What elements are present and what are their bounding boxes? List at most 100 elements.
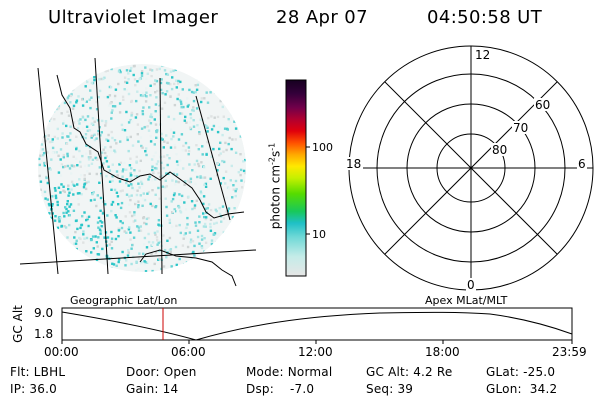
speckle: [163, 140, 166, 143]
speckle: [102, 200, 106, 203]
speckle: [66, 98, 69, 101]
speckle: [99, 134, 102, 137]
speckle: [142, 216, 146, 219]
speckle: [118, 102, 122, 105]
speckle: [85, 152, 88, 155]
speckle: [194, 182, 197, 185]
speckle: [39, 205, 42, 208]
speckle: [43, 190, 47, 194]
speckle: [73, 248, 76, 251]
speckle: [162, 155, 166, 158]
speckle: [232, 184, 235, 187]
speckle: [210, 242, 214, 246]
speckle: [221, 105, 224, 109]
speckle: [127, 184, 130, 187]
speckle: [149, 135, 152, 138]
speckle: [73, 236, 76, 239]
speckle: [74, 78, 78, 82]
status-seq: Seq: 39: [366, 382, 414, 396]
speckle: [204, 78, 207, 81]
speckle: [167, 172, 170, 175]
speckle: [74, 157, 78, 160]
speckle: [135, 160, 138, 163]
speckle: [143, 236, 147, 240]
speckle: [75, 64, 78, 67]
speckle: [145, 217, 149, 221]
speckle: [73, 242, 76, 245]
speckle: [217, 241, 220, 245]
speckle: [115, 216, 118, 219]
speckle: [137, 182, 140, 185]
speckle: [55, 76, 58, 79]
speckle: [195, 73, 198, 76]
speckle: [186, 105, 189, 108]
speckle: [61, 132, 64, 135]
speckle: [155, 236, 159, 239]
speckle: [203, 97, 206, 100]
speckle: [90, 122, 94, 125]
speckle: [185, 121, 188, 124]
speckle: [190, 90, 194, 94]
speckle: [110, 111, 113, 114]
speckle: [149, 202, 152, 206]
speckle: [48, 167, 51, 170]
speckle: [168, 236, 172, 240]
speckle: [192, 250, 195, 254]
speckle: [101, 151, 104, 154]
speckle: [239, 101, 242, 104]
speckle: [159, 155, 163, 159]
speckle: [139, 77, 142, 80]
speckle: [149, 122, 153, 125]
speckle: [163, 248, 167, 252]
speckle: [108, 243, 112, 246]
speckle: [192, 91, 195, 94]
speckle: [43, 100, 46, 103]
speckle: [43, 269, 47, 272]
speckle: [202, 74, 205, 77]
speckle: [137, 204, 140, 207]
speckle: [47, 267, 50, 270]
speckle: [69, 85, 73, 88]
speckle: [69, 101, 72, 104]
speckle: [150, 244, 153, 247]
speckle: [38, 163, 41, 167]
speckle: [79, 174, 83, 177]
speckle: [190, 266, 194, 269]
speckle: [59, 174, 63, 177]
speckle: [93, 78, 96, 82]
speckle: [233, 110, 237, 113]
speckle: [159, 240, 162, 244]
speckle: [163, 185, 167, 189]
speckle: [143, 221, 146, 225]
speckle: [55, 253, 58, 257]
speckle: [189, 241, 192, 244]
speckle: [239, 242, 242, 245]
speckle: [172, 135, 175, 138]
speckle: [113, 94, 117, 98]
speckle: [232, 188, 235, 191]
speckle: [99, 196, 103, 200]
speckle: [173, 103, 177, 107]
speckle: [138, 252, 141, 255]
speckle: [192, 64, 196, 68]
speckle: [42, 265, 46, 269]
speckle: [142, 243, 146, 246]
speckle: [58, 220, 61, 223]
speckle: [240, 179, 243, 182]
speckle: [48, 259, 51, 262]
speckle: [98, 126, 101, 129]
speckle: [129, 172, 132, 175]
speckle: [96, 86, 99, 90]
speckle: [234, 85, 237, 88]
speckle: [82, 241, 85, 244]
speckle: [38, 103, 42, 106]
speckle: [185, 102, 188, 105]
speckle: [244, 70, 246, 73]
meridian-line: [94, 57, 109, 275]
speckle: [77, 264, 80, 267]
speckle: [154, 205, 157, 209]
speckle: [159, 81, 163, 85]
speckle: [107, 170, 110, 174]
speckle: [81, 215, 84, 218]
speckle: [134, 200, 138, 204]
